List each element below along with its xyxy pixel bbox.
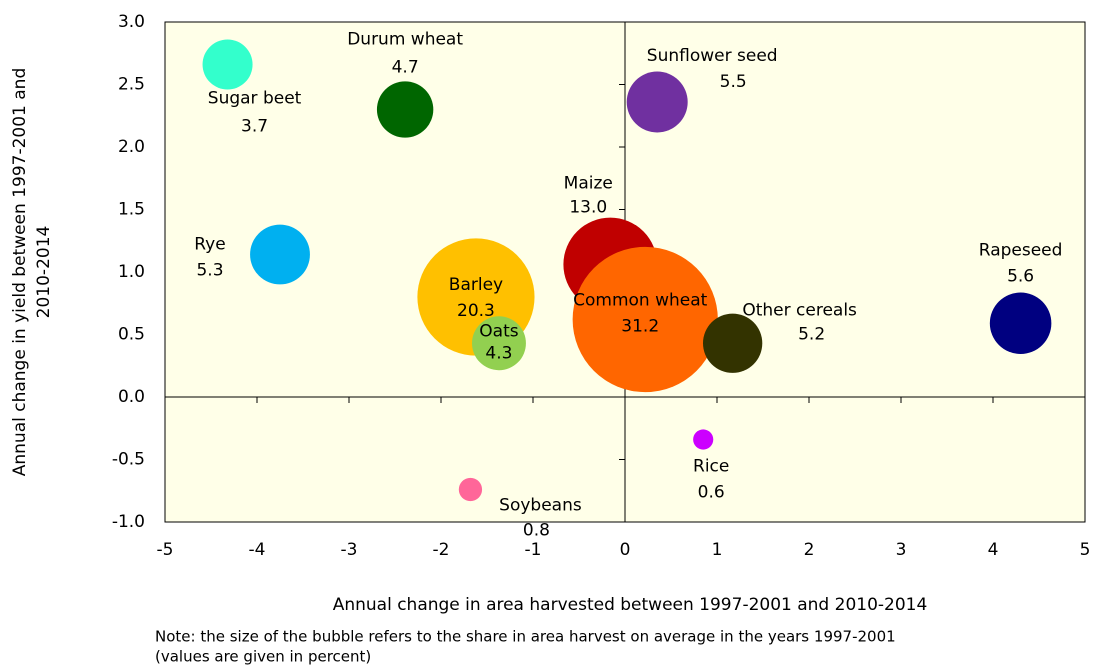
x-axis-label: Annual change in area harvested between … [333, 595, 928, 615]
data-label: 5.2 [798, 324, 825, 344]
note: Note: the size of the bubble refers to t… [155, 628, 896, 646]
x-tick-label: 3 [896, 540, 907, 560]
bubble-label: Rice [693, 457, 729, 477]
bubble-label: Common wheat [573, 291, 708, 311]
note: (values are given in percent) [155, 648, 371, 666]
x-tick-label: 1 [712, 540, 723, 560]
bubble-label: Maize [564, 174, 613, 194]
bubble [458, 477, 483, 502]
bubble [693, 429, 714, 450]
bubble-label: Soybeans [499, 496, 582, 516]
bubble [702, 313, 763, 373]
bubble [202, 39, 253, 90]
bubble-label: Sunflower seed [647, 46, 778, 66]
bubble-label: Oats [479, 321, 518, 341]
bubble [989, 292, 1052, 355]
bubble [472, 316, 526, 371]
y-tick-label: -1.0 [112, 512, 145, 532]
bubble-label: Sugar beet [208, 89, 302, 109]
data-label: 3.7 [241, 117, 268, 137]
data-label: 0.8 [523, 521, 550, 541]
data-label: 5.6 [1007, 266, 1034, 286]
y-tick-label: 2.5 [118, 75, 145, 95]
bubble-label: Barley [449, 275, 503, 295]
x-tick-label: -1 [525, 540, 542, 560]
data-label: 5.3 [196, 261, 223, 281]
y-axis-label: 2010-2014 [34, 226, 54, 319]
x-tick-label: 2 [804, 540, 815, 560]
bubble-label: Rye [194, 235, 225, 255]
x-tick-label: 4 [988, 540, 999, 560]
data-label: 13.0 [569, 198, 607, 218]
y-tick-label: 0.0 [118, 387, 145, 407]
x-tick-label: 0 [620, 540, 631, 560]
data-label: 5.5 [720, 72, 747, 92]
data-label: 4.7 [392, 58, 419, 78]
data-label: 4.3 [485, 343, 512, 363]
bubble-label: Rapeseed [979, 240, 1063, 260]
y-tick-label: 1.0 [118, 262, 145, 282]
y-tick-label: 0.5 [118, 325, 145, 345]
bubble [572, 246, 718, 393]
x-tick-label: -3 [341, 540, 358, 560]
bubble-label: Other cereals [742, 300, 857, 320]
y-tick-label: 2.0 [118, 137, 145, 157]
x-tick-label: -2 [433, 540, 450, 560]
bubble [250, 224, 310, 285]
y-tick-label: -0.5 [112, 450, 145, 470]
data-label: 20.3 [457, 301, 495, 321]
y-tick-label: 3.0 [118, 12, 145, 32]
x-tick-label: 5 [1080, 540, 1091, 560]
bubble [376, 81, 434, 138]
y-axis-label: Annual change in yield between 1997-2001… [10, 68, 30, 477]
x-tick-label: -5 [157, 540, 174, 560]
bubble [626, 71, 688, 133]
y-tick-label: 1.5 [118, 200, 145, 220]
bubble-label: Durum wheat [347, 30, 463, 50]
data-label: 31.2 [621, 317, 659, 337]
x-tick-label: -4 [249, 540, 266, 560]
data-label: 0.6 [698, 483, 725, 503]
